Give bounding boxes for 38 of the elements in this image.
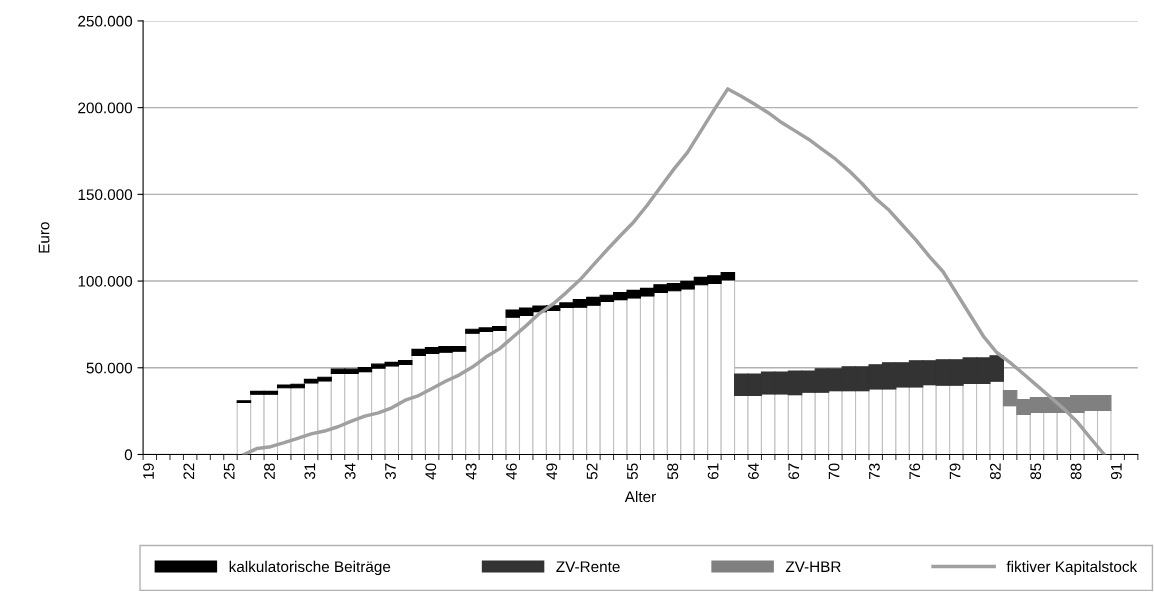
x-tick-label: 61	[707, 463, 719, 480]
y-tick-label: 100.000	[78, 275, 133, 287]
x-tick-label: 40	[425, 463, 437, 480]
x-axis-title: Alter	[624, 490, 656, 503]
y-tick-label: 0	[124, 449, 133, 461]
x-tick-label: 25	[223, 463, 235, 480]
x-tick-label: 64	[748, 463, 759, 480]
x-tick-label: 91	[1110, 463, 1122, 480]
x-tick-label: 73	[869, 463, 880, 480]
x-tick-label: 22	[183, 463, 195, 480]
x-tick-label: 79	[949, 463, 961, 480]
legend-label: ZV-HBR	[785, 561, 841, 572]
y-tick-label: 200.000	[78, 102, 133, 114]
x-tick-label: 88	[1070, 463, 1082, 480]
x-tick-label: 28	[264, 463, 275, 480]
y-tick-label: 250.000	[78, 15, 133, 27]
x-tick-label: 43	[465, 463, 477, 480]
x-tick-label: 31	[304, 463, 316, 480]
x-tick-label: 58	[667, 463, 679, 480]
x-tick-label: 34	[344, 463, 356, 480]
legend-label: kalkulatorische Beiträge	[229, 560, 391, 576]
y-tick-label: 50.000	[86, 362, 133, 374]
line-series	[242, 87, 1106, 455]
y-axis-title: Euro	[38, 222, 50, 253]
x-tick-label: 49	[546, 463, 558, 480]
x-tick-label: 70	[828, 463, 840, 480]
legend-label: fiktiver Kapitalstock	[1006, 560, 1138, 576]
x-tick-label: 76	[909, 463, 921, 480]
x-tick-label: 85	[1030, 463, 1042, 480]
x-tick-label: 52	[586, 463, 598, 480]
x-tick-label: 55	[627, 463, 638, 480]
x-tick-label: 46	[506, 463, 517, 480]
x-tick-label: 37	[385, 463, 396, 480]
x-tick-label: 67	[788, 463, 800, 480]
x-tick-label: 19	[143, 463, 154, 479]
x-tick-label: 82	[989, 463, 1001, 480]
legend-label: ZV-Rente	[556, 561, 620, 573]
y-tick-label: 150.000	[78, 189, 133, 201]
